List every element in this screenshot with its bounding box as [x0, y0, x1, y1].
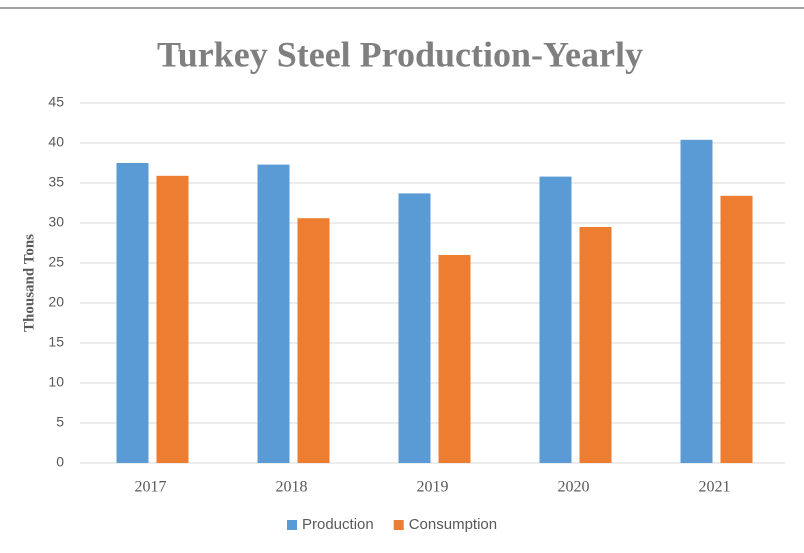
legend-label: Production: [302, 516, 374, 533]
legend-label: Consumption: [409, 516, 497, 533]
bar: [257, 164, 290, 463]
x-tick-label: 2021: [699, 479, 731, 496]
bar: [438, 255, 471, 463]
chart-title: Turkey Steel Production-Yearly: [157, 34, 643, 74]
x-tick-label: 2019: [417, 479, 449, 496]
y-tick-label: 10: [48, 374, 64, 390]
y-tick-label: 45: [48, 94, 64, 110]
y-tick-label: 35: [48, 174, 64, 190]
bar: [156, 175, 189, 464]
y-axis-label: Thousand Tons: [21, 234, 37, 332]
x-tick-label: 2017: [135, 479, 167, 496]
y-tick-label: 5: [56, 414, 64, 430]
bar: [579, 227, 612, 463]
bar: [680, 139, 713, 464]
y-tick-label: 30: [48, 214, 64, 230]
legend-swatch: [393, 520, 404, 530]
y-tick-label: 40: [48, 134, 64, 150]
bar: [116, 163, 149, 463]
bar: [539, 176, 572, 463]
y-tick-label: 20: [48, 294, 64, 310]
bar: [297, 218, 330, 463]
x-tick-label: 2018: [276, 479, 308, 496]
y-tick-label: 25: [48, 254, 64, 270]
x-tick-label: 2020: [558, 479, 590, 496]
bar: [398, 193, 431, 463]
legend-swatch: [287, 520, 297, 530]
y-tick-label: 0: [56, 454, 64, 470]
y-tick-label: 15: [48, 334, 64, 350]
bar: [720, 195, 753, 464]
